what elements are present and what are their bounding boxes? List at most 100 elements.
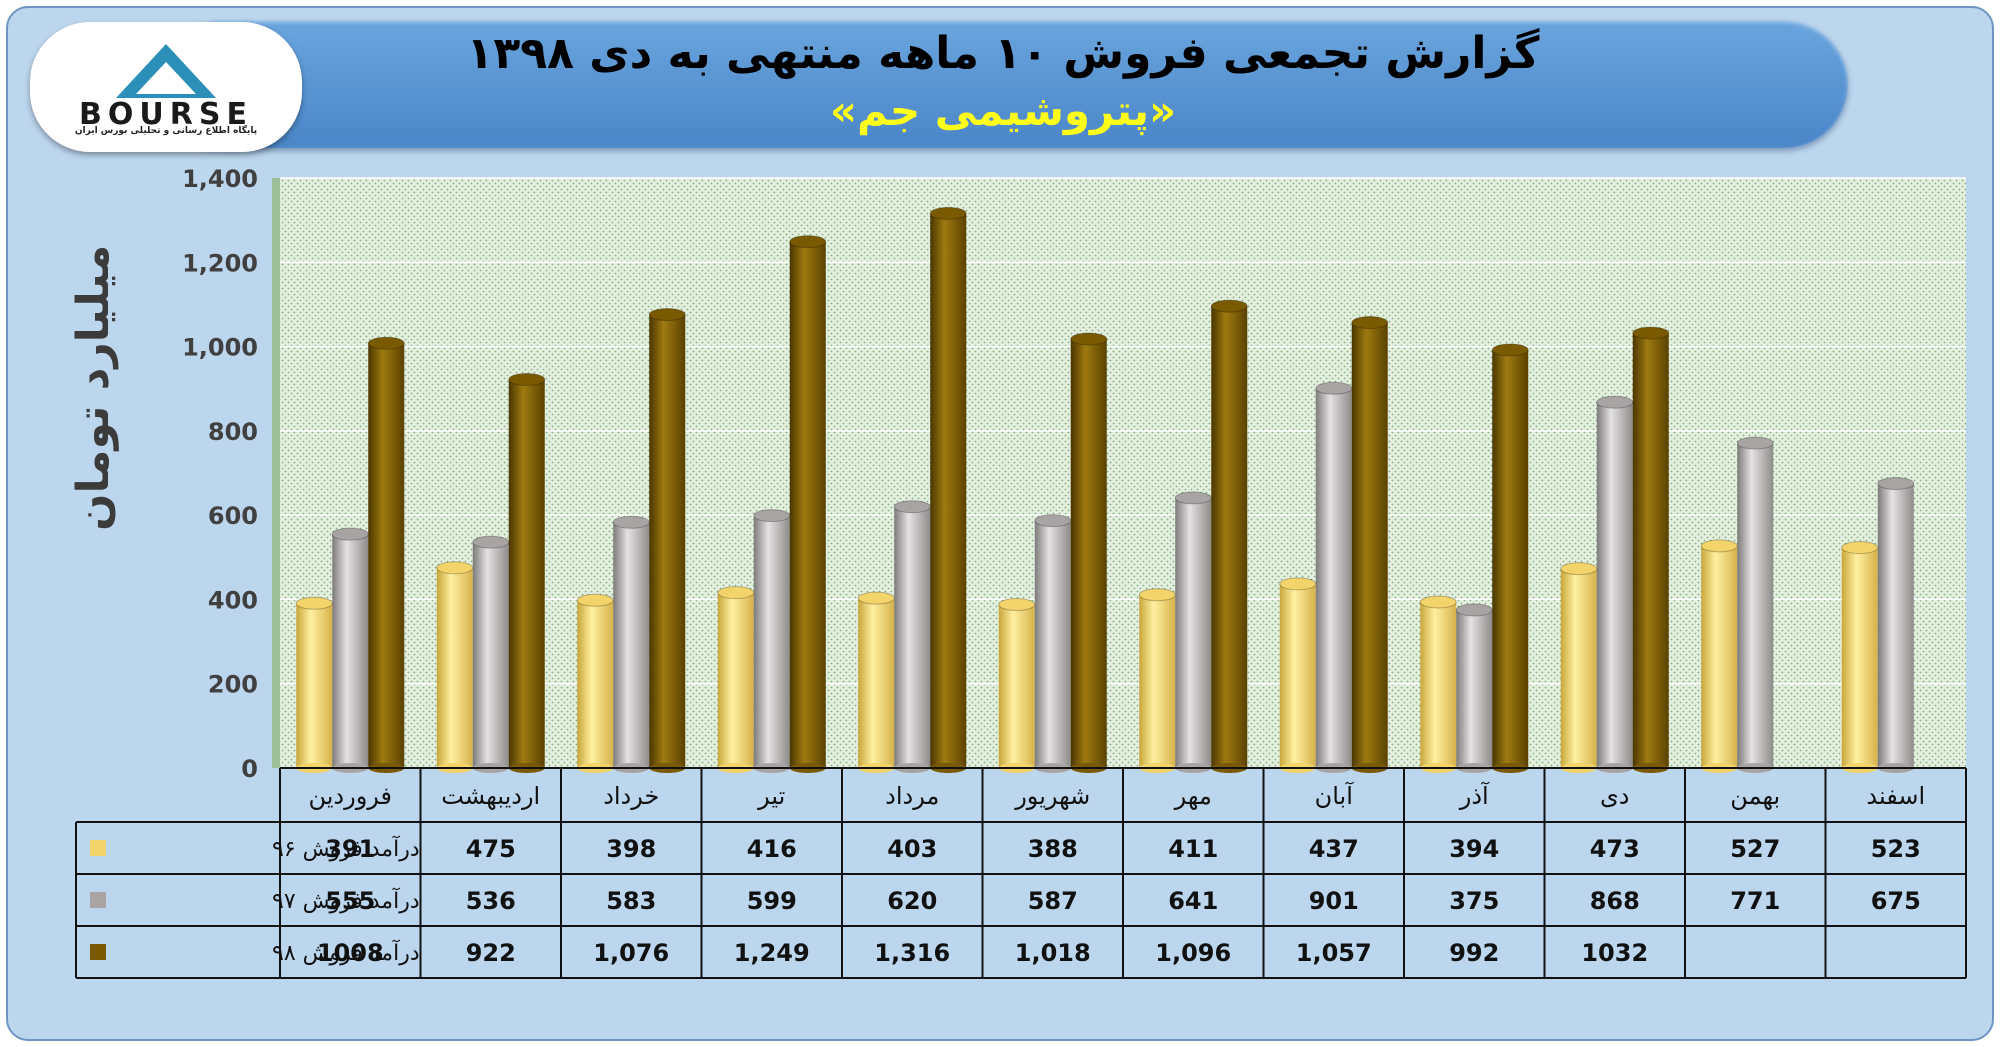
- data-cell: 1,316: [874, 939, 950, 967]
- bar-body: [577, 600, 614, 768]
- bar: [1210, 299, 1248, 773]
- bar: [857, 591, 895, 773]
- bar-body: [998, 604, 1035, 768]
- bar-top: [789, 235, 827, 249]
- legend-swatch: [90, 840, 106, 856]
- bar: [612, 515, 650, 773]
- bar-body: [332, 534, 369, 768]
- chart-title: گزارش تجمعی فروش ۱۰ ماهه منتهی به دی ۱۳۹…: [466, 28, 1540, 79]
- data-cell: 555: [325, 887, 375, 915]
- bar-body: [1211, 306, 1248, 768]
- bar-top: [576, 593, 614, 607]
- bar-body: [1315, 388, 1352, 768]
- y-tick-label: 1,000: [182, 334, 258, 362]
- category-label: مهر: [1174, 782, 1212, 810]
- legend-label: درآمد فروش ۹۷: [272, 887, 420, 914]
- bar-body: [789, 241, 826, 768]
- data-cell: 1,018: [1015, 939, 1091, 967]
- bar-top: [1632, 326, 1670, 340]
- category-label: بهمن: [1730, 782, 1780, 810]
- bar: [1632, 326, 1670, 773]
- data-cell: 416: [747, 835, 797, 863]
- data-cell: 536: [466, 887, 516, 915]
- bar-top: [648, 308, 686, 322]
- data-cell: 473: [1590, 835, 1640, 863]
- bar: [789, 235, 827, 773]
- bar-top: [1700, 539, 1738, 553]
- category-label: دی: [1600, 782, 1629, 810]
- bar-top: [1315, 381, 1353, 395]
- data-cell: 992: [1449, 939, 1499, 967]
- y-tick-label: 1,200: [182, 249, 258, 277]
- bar: [1419, 595, 1457, 773]
- bar-top: [1491, 343, 1529, 357]
- data-cell: 398: [606, 835, 656, 863]
- bar-body: [649, 314, 686, 768]
- bar-body: [717, 592, 754, 768]
- bar-top: [1841, 541, 1879, 555]
- bar-body: [1701, 545, 1738, 768]
- category-label: مرداد: [885, 782, 939, 810]
- bar-body: [613, 522, 650, 768]
- bar-top: [893, 500, 931, 514]
- bar-body: [1139, 594, 1176, 768]
- bar-top: [508, 372, 546, 386]
- bar-top: [1070, 332, 1108, 346]
- bar-top: [1419, 595, 1457, 609]
- bar: [1315, 381, 1353, 773]
- bourse-logo-wordmark: BOURSE: [79, 97, 253, 132]
- bar-top: [295, 596, 333, 610]
- bar-top: [1210, 299, 1248, 313]
- category-label: اردیبهشت: [441, 782, 540, 810]
- title-banner: گزارش تجمعی فروش ۱۰ ماهه منتهی به دی ۱۳۹…: [158, 20, 1848, 148]
- plot-area: [280, 178, 1966, 768]
- legend-label: درآمد فروش ۹۸: [272, 939, 420, 966]
- bar-body: [1841, 547, 1878, 768]
- bar-top: [1034, 514, 1072, 528]
- bar-body: [508, 379, 545, 768]
- bar-body: [1877, 483, 1914, 768]
- bar-body: [1034, 520, 1071, 768]
- legend-swatch: [90, 944, 106, 960]
- bar-body: [894, 506, 931, 768]
- bar: [508, 372, 546, 773]
- category-label: اسفند: [1866, 782, 1925, 810]
- plot-side-wall: [272, 178, 280, 768]
- data-cell: 375: [1449, 887, 1499, 915]
- data-cell: 388: [1028, 835, 1078, 863]
- bar-body: [930, 213, 967, 768]
- bar-top: [331, 527, 369, 541]
- data-cell: 1,249: [734, 939, 810, 967]
- data-cell: 1,076: [593, 939, 669, 967]
- bar: [648, 308, 686, 773]
- y-tick-label: 800: [208, 418, 258, 446]
- bar: [1279, 577, 1317, 773]
- bar: [331, 527, 369, 773]
- bar-body: [1492, 349, 1529, 768]
- data-cell: 901: [1309, 887, 1359, 915]
- bar-top: [1138, 588, 1176, 602]
- bar-body: [1737, 443, 1774, 768]
- data-cell: 394: [1449, 835, 1499, 863]
- bar: [1351, 316, 1389, 773]
- bar-body: [858, 598, 895, 768]
- category-label: فروردین: [308, 782, 392, 810]
- data-cell: 1,057: [1296, 939, 1372, 967]
- data-cell: 1008: [317, 939, 384, 967]
- bar: [1034, 514, 1072, 773]
- bar: [1596, 395, 1634, 773]
- bar-top: [367, 336, 405, 350]
- data-cell: 391: [325, 835, 375, 863]
- category-label: شهریور: [1014, 782, 1090, 810]
- bar-top: [717, 586, 755, 600]
- bar: [576, 593, 614, 773]
- data-cell: 1032: [1581, 939, 1648, 967]
- category-label: آبان: [1315, 781, 1355, 810]
- bar: [1174, 491, 1212, 773]
- legend-swatch: [90, 892, 106, 908]
- bar: [929, 206, 967, 773]
- data-cell: 599: [747, 887, 797, 915]
- chart-svg: 0 200 400 600 800 1,000 1,200 1,400 فروردین اردی…: [75, 165, 1967, 979]
- bar-body: [472, 542, 509, 768]
- data-cell: 771: [1730, 887, 1780, 915]
